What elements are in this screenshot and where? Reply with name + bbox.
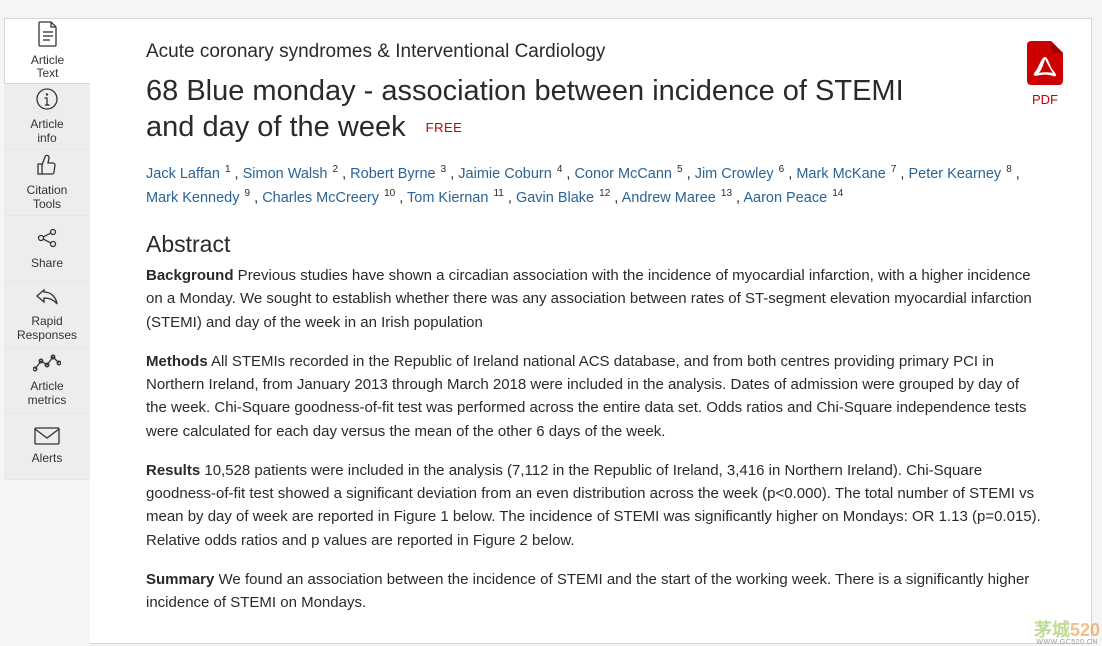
sidebar-item-label: Citation Tools xyxy=(27,184,68,212)
author-affiliation: 12 xyxy=(599,188,610,199)
author-link[interactable]: Jim Crowley xyxy=(695,165,774,181)
sidebar: Article Text Article info Citation Tools Sh… xyxy=(4,18,90,644)
article-main: PDF Acute coronary syndromes & Intervent… xyxy=(90,18,1092,644)
abstract-results: Results 10,528 patients were included in… xyxy=(146,459,1043,552)
sidebar-item-share[interactable]: Share xyxy=(4,216,90,282)
author-link[interactable]: Peter Kearney xyxy=(908,165,1001,181)
mail-icon xyxy=(34,427,60,449)
author-separator: , xyxy=(562,165,574,181)
watermark-part1: 茅城 xyxy=(1034,620,1070,640)
author-separator: , xyxy=(610,190,621,206)
sidebar-item-label: Article Text xyxy=(31,54,64,82)
author-link[interactable]: Gavin Blake xyxy=(516,190,594,206)
author-separator: , xyxy=(338,165,350,181)
sidebar-item-article-metrics[interactable]: Article metrics xyxy=(4,348,90,414)
title-text: 68 Blue monday - association between inc… xyxy=(146,75,904,143)
article-title: 68 Blue monday - association between inc… xyxy=(146,73,1043,146)
author-separator: , xyxy=(446,165,458,181)
results-text: 10,528 patients were included in the ana… xyxy=(146,462,1041,549)
sidebar-item-citation-tools[interactable]: Citation Tools xyxy=(4,150,90,216)
author-affiliation: 10 xyxy=(384,188,395,199)
author-link[interactable]: Robert Byrne xyxy=(350,165,435,181)
author-link[interactable]: Jack Laffan xyxy=(146,165,220,181)
sidebar-item-label: Share xyxy=(31,257,63,271)
sidebar-item-label: Alerts xyxy=(32,452,63,466)
author-separator: , xyxy=(395,190,407,206)
author-separator: , xyxy=(784,165,796,181)
free-badge: FREE xyxy=(426,120,463,135)
sidebar-item-label: Rapid Responses xyxy=(17,315,77,343)
abstract-methods: Methods All STEMIs recorded in the Repub… xyxy=(146,350,1043,443)
document-icon xyxy=(37,21,59,51)
author-link[interactable]: Tom Kiernan xyxy=(407,190,488,206)
background-text: Previous studies have shown a circadian … xyxy=(146,267,1032,331)
abstract-heading: Abstract xyxy=(146,231,1043,258)
sidebar-item-alerts[interactable]: Alerts xyxy=(4,414,90,480)
watermark-part2: 520 xyxy=(1070,620,1100,640)
watermark-sub: WWW.GC520.CN xyxy=(1036,639,1098,646)
pdf-icon xyxy=(1027,41,1063,85)
author-separator: , xyxy=(896,165,908,181)
abstract-summary: Summary We found an association between … xyxy=(146,568,1043,615)
share-icon xyxy=(35,226,59,254)
author-link[interactable]: Aaron Peace xyxy=(743,190,827,206)
author-separator: , xyxy=(683,165,695,181)
summary-text: We found an association between the inci… xyxy=(146,571,1029,611)
article-category: Acute coronary syndromes & Interventiona… xyxy=(146,41,1043,63)
results-label: Results xyxy=(146,462,200,479)
author-affiliation: 11 xyxy=(493,188,503,199)
sidebar-item-label: Article info xyxy=(30,118,63,146)
author-separator: , xyxy=(231,165,243,181)
author-affiliation: 14 xyxy=(832,188,843,199)
author-link[interactable]: Andrew Maree xyxy=(622,190,716,206)
author-list: Jack Laffan 1 , Simon Walsh 2 , Robert B… xyxy=(146,162,1043,212)
thumbs-up-icon xyxy=(35,153,59,181)
author-separator: , xyxy=(1012,165,1020,181)
methods-text: All STEMIs recorded in the Republic of I… xyxy=(146,353,1026,440)
author-link[interactable]: Conor McCann xyxy=(574,165,672,181)
author-affiliation: 13 xyxy=(721,188,732,199)
background-label: Background xyxy=(146,267,234,284)
methods-label: Methods xyxy=(146,353,208,370)
author-separator: , xyxy=(250,190,262,206)
summary-label: Summary xyxy=(146,571,214,588)
author-link[interactable]: Mark Kennedy xyxy=(146,190,240,206)
author-link[interactable]: Mark McKane xyxy=(796,165,885,181)
sidebar-item-article-text[interactable]: Article Text xyxy=(4,18,90,84)
author-link[interactable]: Charles McCreery xyxy=(262,190,379,206)
info-icon xyxy=(35,87,59,115)
sidebar-item-article-info[interactable]: Article info xyxy=(4,84,90,150)
metrics-icon xyxy=(33,353,61,377)
reply-icon xyxy=(34,286,60,312)
pdf-download[interactable]: PDF xyxy=(1027,41,1063,107)
abstract-background: Background Previous studies have shown a… xyxy=(146,264,1043,334)
sidebar-item-label: Article metrics xyxy=(28,380,67,408)
author-separator: , xyxy=(504,190,516,206)
author-link[interactable]: Jaimie Coburn xyxy=(458,165,552,181)
author-separator: , xyxy=(732,190,743,206)
pdf-label: PDF xyxy=(1027,92,1063,107)
sidebar-item-rapid-responses[interactable]: Rapid Responses xyxy=(4,282,90,348)
author-link[interactable]: Simon Walsh xyxy=(243,165,328,181)
